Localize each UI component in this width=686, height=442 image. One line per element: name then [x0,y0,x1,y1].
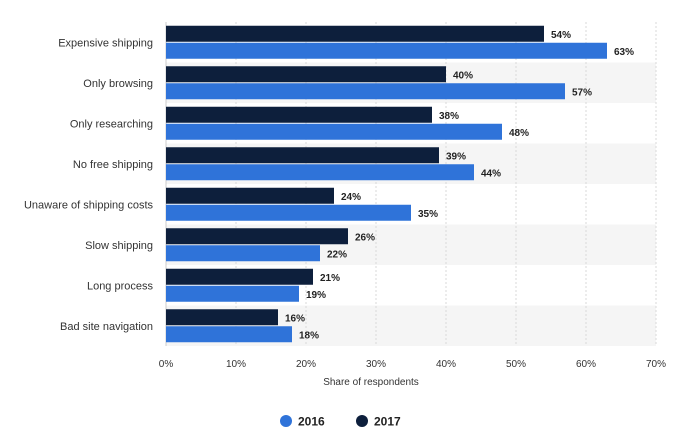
category-label: Expensive shipping [58,37,153,49]
data-label: 21% [320,273,340,284]
bar-2017 [166,66,446,83]
bar-2016 [166,326,292,343]
legend-marker [356,415,368,427]
x-tick-label: 70% [646,359,666,370]
bar-2017 [166,147,439,164]
bar-2016 [166,164,474,181]
data-label: 54% [551,30,571,41]
bar-2017 [166,268,313,285]
legend-marker [280,415,292,427]
data-label: 24% [341,192,361,203]
legend[interactable]: 2016 2017 [280,415,401,429]
bar-2016 [166,42,607,59]
bar-2017 [166,187,334,204]
bar-2017 [166,228,348,245]
data-label: 48% [509,128,529,139]
row-background-layer [166,62,656,346]
legend-item-2016[interactable]: 2016 [280,415,325,429]
data-label: 35% [418,209,438,220]
data-label: 18% [299,330,319,341]
data-label: 44% [481,168,501,179]
data-label-layer: 54% 63% 40% 57% 38% 48% 39% 44% 24% 35% 26% 22% 21% 1… [285,30,634,342]
category-label: Long process [87,280,154,292]
category-label: Bad site navigation [60,321,153,333]
bar-2016 [166,123,502,140]
legend-label: 2016 [298,415,325,429]
data-label: 57% [572,87,592,98]
category-label: Only researching [70,118,153,130]
data-label: 22% [327,249,347,260]
bar-2016 [166,204,411,221]
x-tick-label: 30% [366,359,386,370]
data-label: 19% [306,290,326,301]
x-tick-label: 0% [159,359,174,370]
bar-2016 [166,285,299,302]
bar-2016 [166,83,565,100]
data-label: 38% [439,111,459,122]
bar-layer [166,25,607,343]
data-label: 26% [355,232,375,243]
category-label: No free shipping [73,159,153,171]
category-label-layer: Expensive shipping Only browsing Only rese… [24,37,154,333]
category-label: Slow shipping [85,240,153,252]
x-tick-label: 10% [226,359,246,370]
bar-2017 [166,309,278,326]
x-tick-label-layer: 0% 10% 20% 30% 40% 50% 60% 70% [159,359,666,370]
x-axis-title: Share of respondents [323,377,419,388]
data-label: 39% [446,151,466,162]
legend-item-2017[interactable]: 2017 [356,415,401,429]
data-label: 40% [453,70,473,81]
bar-2016 [166,245,320,262]
x-tick-label: 60% [576,359,596,370]
data-label: 63% [614,47,634,58]
bar-2017 [166,106,432,123]
data-label: 16% [285,313,305,324]
x-tick-label: 50% [506,359,526,370]
bar-2017 [166,25,544,42]
x-tick-label: 40% [436,359,456,370]
x-tick-label: 20% [296,359,316,370]
category-label: Unaware of shipping costs [24,199,154,211]
category-label: Only browsing [83,78,153,90]
legend-label: 2017 [374,415,401,429]
